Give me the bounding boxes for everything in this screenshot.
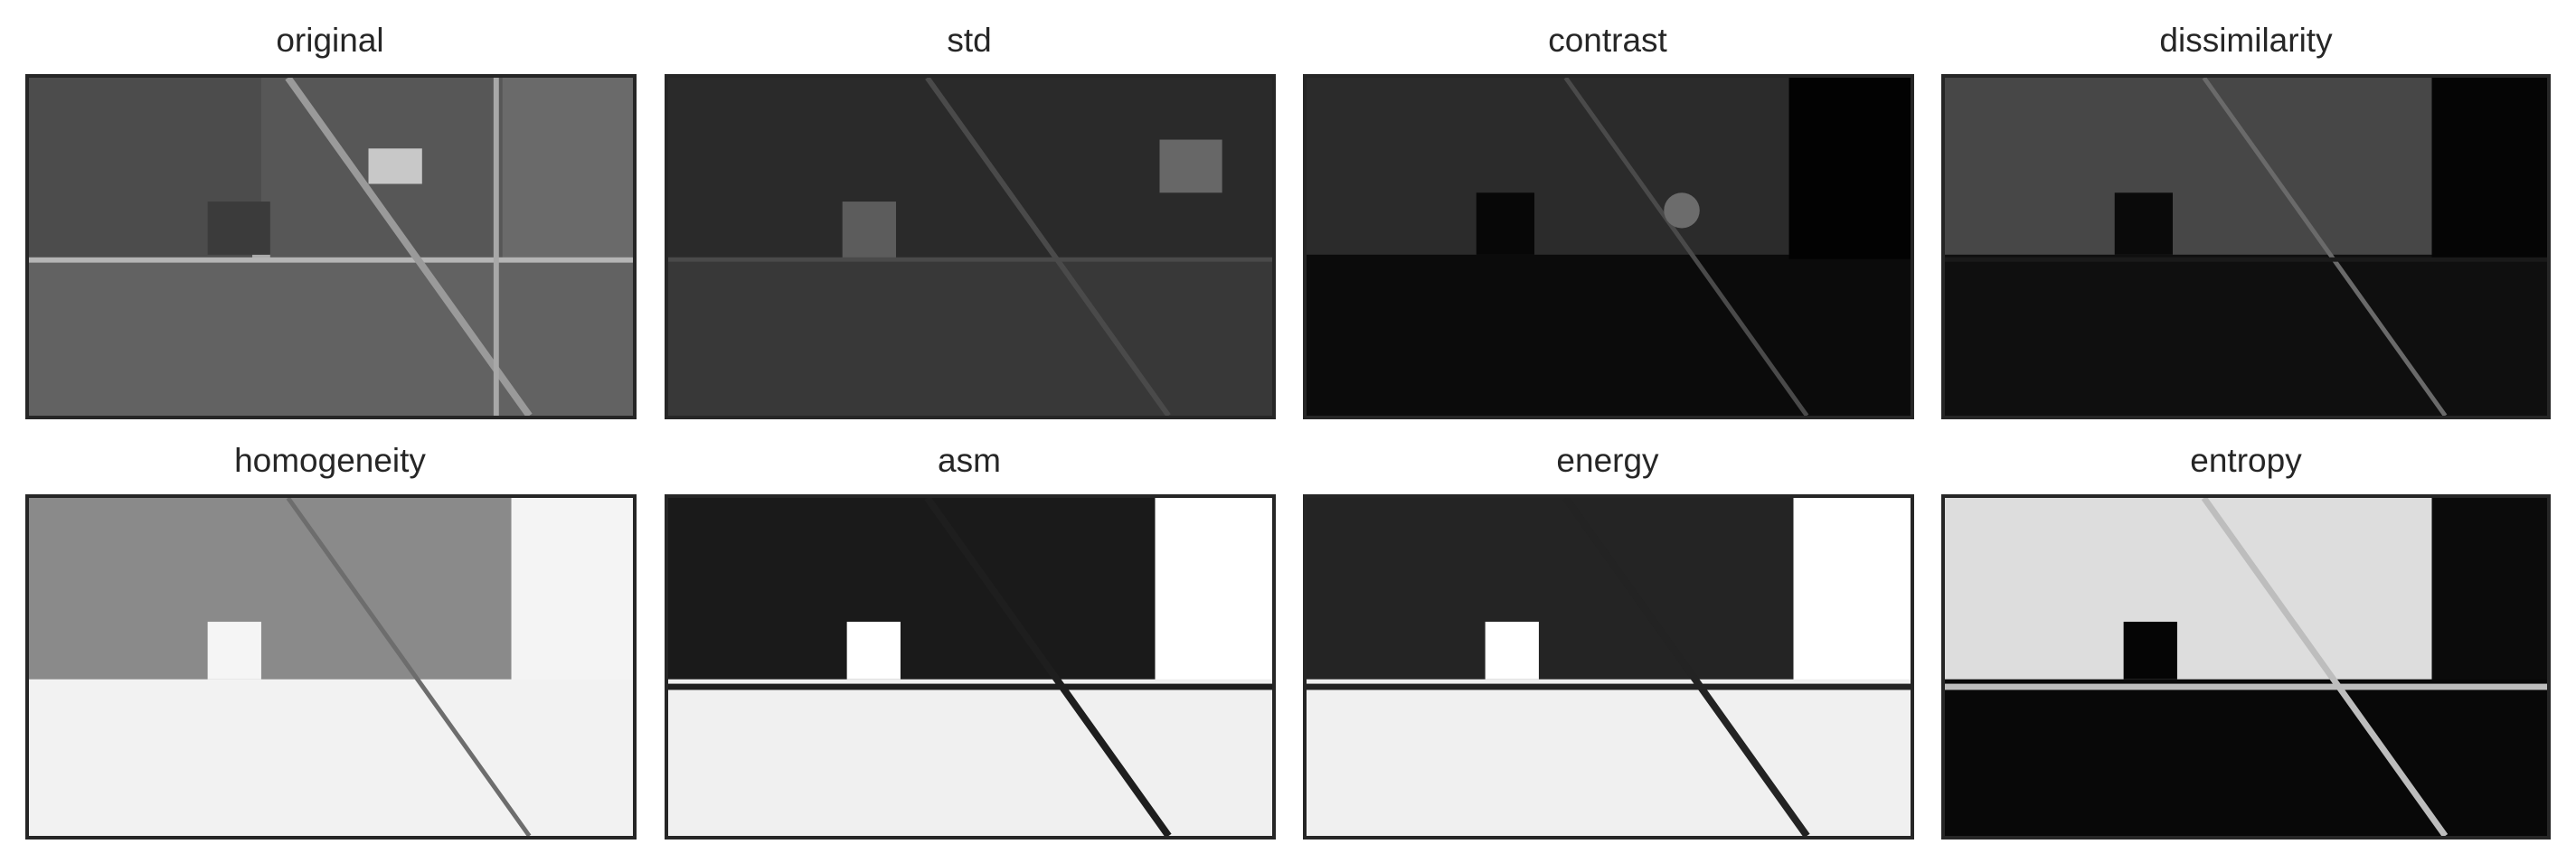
original-image — [25, 74, 637, 419]
texture-map-icon — [1307, 78, 1911, 416]
texture-map-icon — [668, 498, 1272, 836]
texture-map-icon — [29, 498, 633, 836]
asm-image — [665, 494, 1276, 840]
panel-asm: asm — [665, 442, 1276, 840]
texture-map-icon — [1945, 78, 2547, 416]
panel-contrast: contrast — [1303, 22, 1914, 419]
panel-title: homogeneity — [234, 442, 426, 479]
panel-homogeneity: homogeneity — [25, 442, 637, 840]
std-image — [665, 74, 1276, 419]
panel-title: contrast — [1548, 22, 1667, 59]
panel-title: asm — [938, 442, 1001, 479]
panel-energy: energy — [1303, 442, 1914, 840]
dissimilarity-image — [1941, 74, 2551, 419]
energy-image — [1303, 494, 1914, 840]
texture-map-icon — [668, 78, 1272, 416]
panel-title: original — [276, 22, 384, 59]
panel-title: entropy — [2190, 442, 2302, 479]
contrast-image — [1303, 74, 1914, 419]
panel-dissimilarity: dissimilarity — [1941, 22, 2551, 419]
aerial-image-icon — [29, 78, 633, 416]
panel-title: dissimilarity — [2159, 22, 2333, 59]
panel-title: std — [947, 22, 992, 59]
texture-map-icon — [1945, 498, 2547, 836]
texture-map-icon — [1307, 498, 1911, 836]
panel-title: energy — [1556, 442, 1659, 479]
homogeneity-image — [25, 494, 637, 840]
panel-std: std — [665, 22, 1276, 419]
panel-entropy: entropy — [1941, 442, 2551, 840]
panel-original: original — [25, 22, 637, 419]
entropy-image — [1941, 494, 2551, 840]
